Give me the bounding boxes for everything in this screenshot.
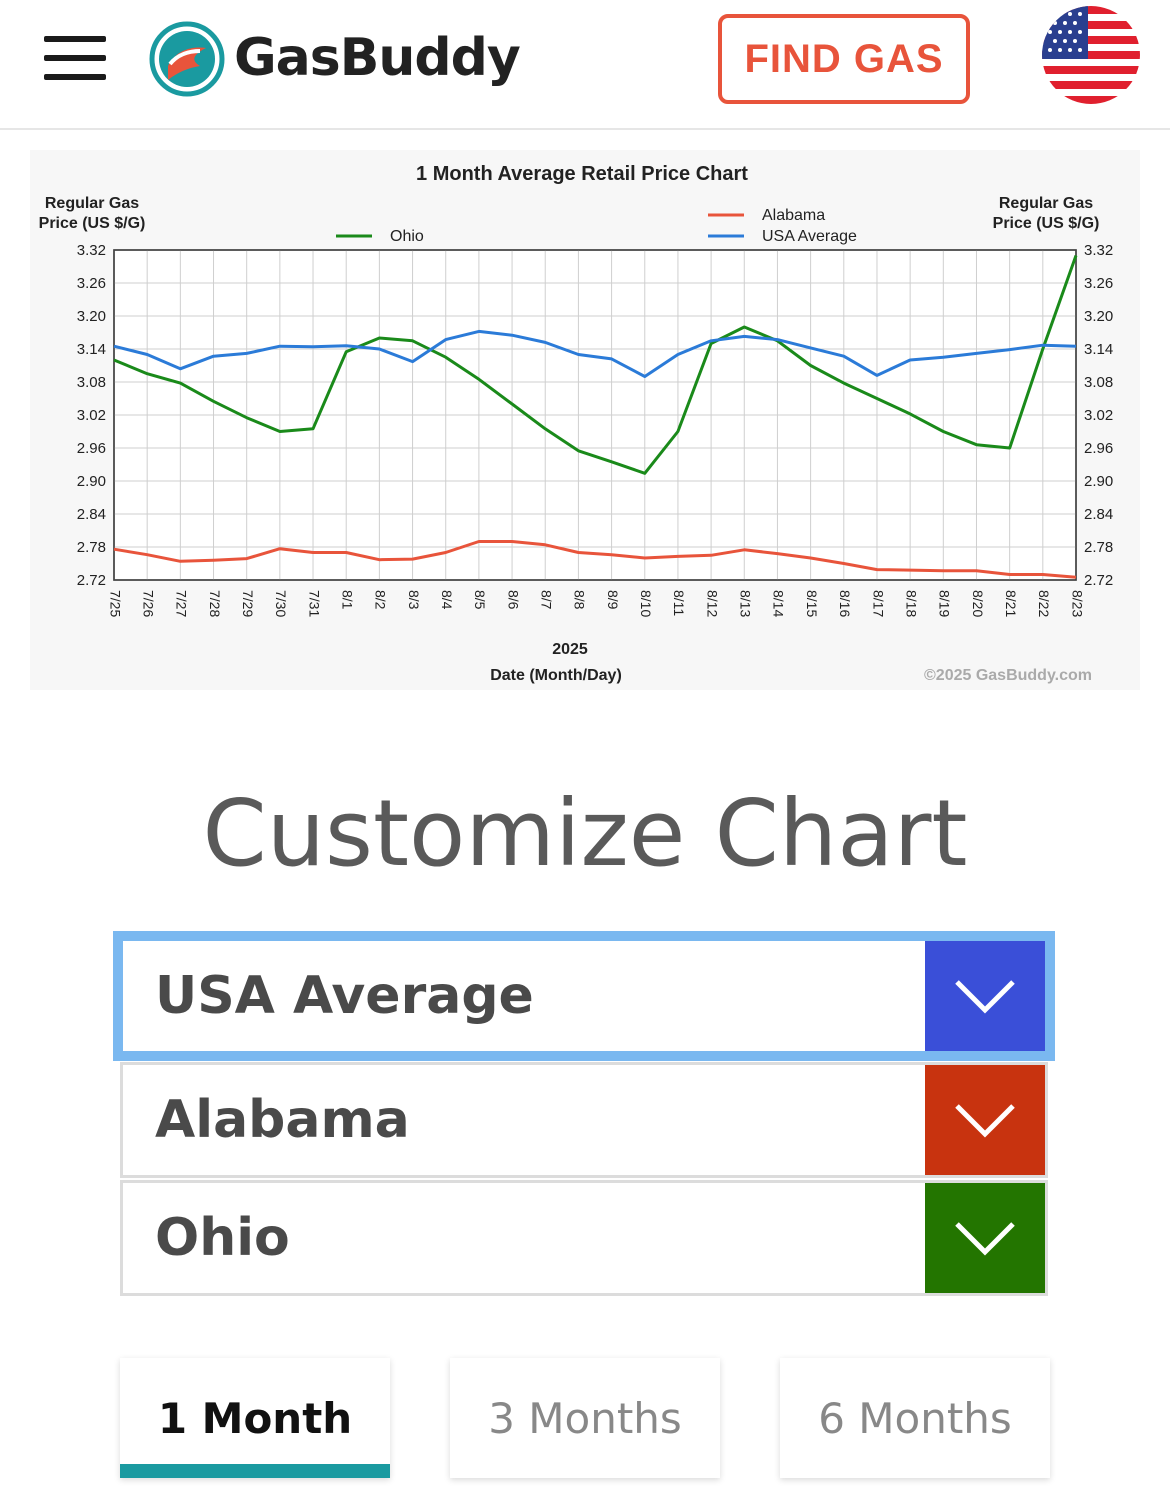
brand-name[interactable]: GasBuddy [234,28,521,88]
gasbuddy-logo-icon[interactable] [148,20,226,98]
hamburger-menu-icon[interactable] [44,36,106,80]
y-tick-label-left: 3.20 [77,308,106,325]
series-select-label: Ohio [155,1208,290,1268]
y-tick-label-right: 3.32 [1084,242,1113,259]
series-line-usa-average [113,329,1077,378]
y-tick-label-right: 2.84 [1084,506,1113,523]
price-chart-svg: 3.32 3.32 3.26 3.26 3.20 3.20 3.14 3.14 3.08 3.08… [39,163,1114,684]
tab-1-month[interactable]: 1 Month [120,1358,390,1478]
y-tick-label-right: 3.20 [1084,308,1113,325]
y-tick-label-right: 3.02 [1084,407,1113,424]
y-tick-label-left: 2.84 [77,506,106,523]
x-tick-label: 7/29 [240,590,256,617]
x-tick-label: 8/4 [439,590,455,610]
y-axis-title-right-line2: Price (US $/G) [993,215,1100,232]
x-tick-label: 8/21 [1003,590,1019,617]
x-tick-label: 8/3 [406,590,422,610]
x-tick-label: 7/31 [306,590,322,617]
y-axis-title-left-line1: Regular Gas [45,195,139,212]
customize-chart-title: Customize Chart [202,780,968,887]
chevron-down-icon[interactable] [925,941,1045,1051]
y-tick-label-left: 3.02 [77,407,106,424]
x-tick-label: 8/16 [837,590,853,617]
x-tick-label: 8/9 [605,590,621,610]
y-tick-label-right: 3.14 [1084,341,1113,358]
x-tick-label: 8/7 [539,590,555,610]
x-tick-label: 8/8 [572,590,588,610]
x-tick-label: 8/15 [804,590,820,617]
x-tick-label: 8/6 [505,590,521,610]
chevron-down-icon[interactable] [925,1183,1045,1293]
tab-3-months[interactable]: 3 Months [450,1358,720,1478]
x-tick-label: 8/17 [870,590,886,617]
legend-label-usa-average: USA Average [762,228,857,245]
x-tick-label: 8/19 [937,590,953,617]
x-axis-year: 2025 [552,641,588,658]
legend-label-alabama: Alabama [762,207,825,224]
chart-title: 1 Month Average Retail Price Chart [416,163,748,185]
x-tick-label: 7/26 [140,590,156,617]
y-tick-label-right: 3.08 [1084,374,1113,391]
plot-frame [113,249,1077,581]
price-chart: 3.32 3.32 3.26 3.26 3.20 3.20 3.14 3.14 3.08 3.08… [30,150,1140,690]
y-tick-label-left: 3.26 [77,275,106,292]
y-axis-title-right-line1: Regular Gas [999,195,1093,212]
y-tick-label-left: 2.78 [77,539,106,556]
x-tick-label: 7/28 [207,590,223,617]
y-tick-label-right: 2.96 [1084,440,1113,457]
tab-6-months[interactable]: 6 Months [780,1358,1050,1478]
header: GasBuddy FIND GAS [0,0,1170,130]
x-tick-label: 8/10 [638,590,654,617]
series-select-label: USA Average [155,966,534,1026]
x-tick-label: 8/1 [340,590,356,610]
y-tick-label-left: 3.14 [77,341,106,358]
legend-label-ohio: Ohio [390,228,424,245]
x-tick-label: 8/14 [771,590,787,617]
y-tick-label-left: 2.90 [77,473,106,490]
series-select-alabama[interactable]: Alabama [120,1062,1048,1178]
y-tick-label-right: 3.26 [1084,275,1113,292]
x-tick-label: 8/22 [1036,590,1052,617]
y-tick-label-left: 3.08 [77,374,106,391]
x-tick-label: 8/11 [671,590,687,616]
series-select-usa-average[interactable]: USA Average [120,938,1048,1054]
chart-copyright: ©2025 GasBuddy.com [924,667,1092,684]
series-line-alabama [113,540,1077,579]
x-tick-label: 7/25 [107,590,123,617]
x-tick-label: 8/13 [738,590,754,617]
x-tick-label: 8/2 [373,590,389,610]
series-select-label: Alabama [155,1090,410,1150]
y-tick-label-left: 3.32 [77,242,106,259]
series-line-ohio [113,254,1078,475]
x-tick-label: 7/30 [273,590,289,617]
x-tick-label: 8/5 [472,590,488,610]
us-flag-icon[interactable] [1042,6,1140,104]
x-tick-label: 8/12 [704,590,720,617]
y-tick-label-right: 2.90 [1084,473,1113,490]
x-axis-title: Date (Month/Day) [490,667,622,684]
y-tick-label-left: 2.72 [77,572,106,589]
y-tick-label-left: 2.96 [77,440,106,457]
chevron-down-icon[interactable] [925,1065,1045,1175]
y-tick-label-right: 2.78 [1084,539,1113,556]
find-gas-button[interactable]: FIND GAS [718,14,970,104]
y-axis-title-left-line2: Price (US $/G) [39,215,146,232]
x-tick-label: 8/23 [1069,590,1085,617]
y-tick-label-right: 2.72 [1084,572,1113,589]
x-tick-label: 8/18 [903,590,919,617]
x-tick-label: 8/20 [970,590,986,617]
x-tick-label: 7/27 [174,590,190,617]
series-select-ohio[interactable]: Ohio [120,1180,1048,1296]
